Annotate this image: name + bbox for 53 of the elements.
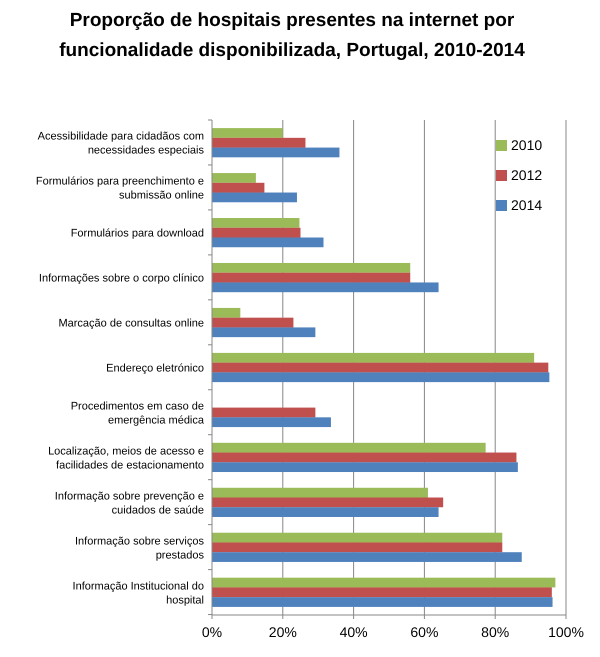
y-tick-label: Localização, meios de acesso e facilidades de estacionamento (48, 445, 204, 472)
bar (212, 442, 486, 453)
bar (212, 237, 324, 248)
bar (212, 228, 300, 238)
legend-label: 2014 (511, 197, 542, 213)
bar (212, 542, 502, 552)
bar (212, 282, 439, 292)
y-tick-label: Endereço eletrónico (106, 362, 204, 374)
bar (212, 462, 518, 472)
x-tick-label: 80% (481, 624, 510, 640)
chart-title: Proporção de hospitais presentes na internet por funcionalidade disponibilizada, Portugal, 2010-2014 (59, 10, 526, 61)
bar (212, 352, 534, 363)
bar (212, 218, 300, 228)
y-tick-label: Informação Institucional do hospital (72, 580, 204, 606)
y-tick-label: Formulários para preenchimento e submissão online (36, 176, 204, 202)
bar (212, 148, 340, 158)
bar (212, 597, 553, 607)
legend-label: 2012 (511, 167, 542, 183)
y-tick-label: Procedimentos em caso de emergência médica (70, 400, 205, 426)
bar (212, 452, 516, 462)
bar (212, 262, 410, 273)
bar (212, 417, 331, 428)
x-tick-label: 100% (548, 624, 584, 640)
y-tick-label: Informação sobre serviços prestados (75, 535, 204, 562)
x-tick-label: 0% (202, 624, 222, 640)
legend-label: 2010 (511, 137, 542, 153)
y-tick-label: Informações sobre o corpo clínico (38, 272, 204, 285)
bar (212, 362, 548, 372)
bar (212, 587, 552, 598)
bar (212, 138, 306, 148)
x-tick-label: 20% (268, 624, 297, 640)
y-tick-label: Informação sobre prevenção e cuidados de saúde (54, 490, 204, 516)
bar (212, 408, 316, 418)
y-tick-label: Marcação de consultas online (58, 318, 204, 330)
bar (212, 182, 264, 193)
bar (212, 318, 294, 328)
bar (212, 498, 444, 508)
bar (212, 578, 556, 588)
bar (212, 173, 256, 183)
bar (212, 272, 410, 282)
bar (212, 192, 297, 202)
bar (212, 308, 240, 318)
x-tick-label: 60% (410, 624, 438, 640)
bar (212, 372, 550, 382)
bar (212, 552, 522, 562)
bar (212, 327, 316, 338)
x-tick-label: 40% (340, 624, 368, 640)
bar (212, 507, 439, 517)
bar (212, 488, 428, 498)
y-tick-label: Acessibilidade para cidadãos com necessidades especiais (38, 130, 204, 157)
bar (212, 128, 283, 138)
y-tick-label: Formulários para download (70, 228, 204, 240)
bar (212, 532, 502, 542)
